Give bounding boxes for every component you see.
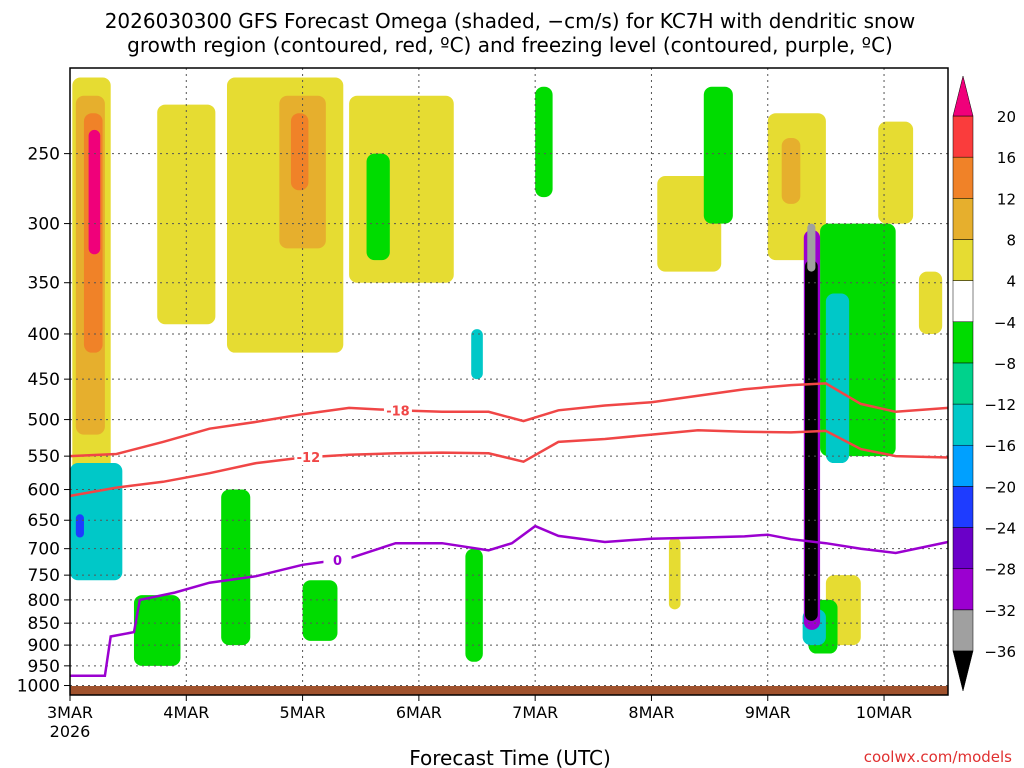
dgz-minus12-line — [69, 428, 949, 498]
omega-shading-layer — [70, 77, 943, 666]
colorbar: 20 16 12 8 4 −4 −8 −12 −16 −20 −24 −28 −32 −36 — [952, 75, 1016, 692]
plot-area: -18 -12 0 — [69, 67, 949, 696]
colorbar-label-12: −32 — [984, 602, 1016, 620]
x-tick-label-9MAR: 9MAR — [745, 703, 791, 722]
grid-layer — [70, 68, 948, 695]
x-axis-label: Forecast Time (UTC) — [409, 746, 611, 768]
omega-d6-gray-cap — [807, 223, 816, 272]
omega-d6-core — [781, 137, 801, 204]
y-tick-label-800: 800 — [28, 591, 60, 611]
colorbar-segment-7 — [952, 321, 974, 364]
omega-d0-green-low — [133, 595, 181, 666]
x-tick-label-6MAR: 6MAR — [396, 703, 442, 722]
colorbar-segment-0 — [952, 609, 974, 652]
colorbar-segment-10 — [952, 198, 974, 240]
omega-d1-green — [221, 489, 251, 646]
x-tick-label-10MAR: 10MAR — [856, 703, 912, 722]
x-axis-year: 2026 — [50, 722, 91, 741]
colorbar-segment-3 — [952, 486, 974, 528]
omega-d4-green — [535, 86, 553, 198]
y-tick-label-250: 250 — [28, 145, 60, 165]
freezing-level-line — [70, 524, 949, 678]
dgz-minus12-label: -12 — [297, 451, 321, 466]
omega-d2-green-upper — [366, 153, 390, 261]
omega-d5-green — [703, 86, 733, 224]
y-tick-label-300: 300 — [28, 215, 60, 235]
dgz-minus18-label: -18 — [386, 404, 410, 419]
colorbar-segment-2 — [952, 527, 974, 569]
omega-d5-low — [668, 537, 681, 610]
colorbar-label-5: −4 — [994, 314, 1016, 332]
colorbar-segment-4 — [952, 444, 974, 487]
y-tick-label-600: 600 — [28, 481, 60, 501]
colorbar-label-9: −20 — [984, 478, 1016, 496]
omega-d2-green — [302, 580, 338, 641]
y-tick-label-500: 500 — [28, 411, 60, 431]
y-axis: 2503003504004505005506006507007508008509… — [17, 145, 70, 697]
omega-d1-upper — [157, 104, 216, 325]
omega-d3-teal — [471, 329, 483, 380]
colorbar-segment-6 — [952, 362, 974, 405]
colorbar-top-arrow — [952, 75, 974, 117]
x-tick-label-5MAR: 5MAR — [280, 703, 326, 722]
omega-d0-blue-low — [75, 514, 84, 538]
y-tick-label-1000: 1000 — [17, 677, 60, 697]
y-tick-label-850: 850 — [28, 614, 60, 634]
x-tick-label-7MAR: 7MAR — [512, 703, 558, 722]
x-tick-label-3MAR: 3MAR — [47, 703, 93, 722]
colorbar-label-10: −24 — [984, 520, 1016, 538]
colorbar-label-13: −36 — [984, 643, 1016, 661]
dgz-minus12-label-bg — [294, 449, 323, 466]
omega-d6-black-col — [804, 260, 818, 621]
colorbar-bottom-arrow — [952, 650, 974, 692]
y-tick-label-550: 550 — [28, 447, 60, 467]
x-axis: 3MAR 4MAR 5MAR 6MAR 7MAR 8MAR 9MAR 10MAR — [47, 695, 912, 722]
omega-d2-peak — [290, 113, 309, 191]
y-tick-label-350: 350 — [28, 274, 60, 294]
omega-d0-max — [88, 129, 101, 255]
colorbar-segment-11 — [952, 156, 974, 199]
plot-frame — [69, 67, 949, 696]
omega-d7-right — [918, 271, 943, 334]
y-tick-label-700: 700 — [28, 540, 60, 560]
omega-d7-upper — [878, 121, 914, 224]
x-tick-label-8MAR: 8MAR — [628, 703, 674, 722]
y-tick-label-750: 750 — [28, 566, 60, 586]
credit-text[interactable]: coolwx.com/models — [864, 748, 1012, 766]
contour-layer: -18 -12 0 — [69, 382, 949, 678]
colorbar-label-1: 16 — [997, 149, 1016, 167]
colorbar-label-11: −28 — [984, 561, 1016, 579]
colorbar-label-8: −16 — [984, 437, 1016, 455]
colorbar-segment-8 — [952, 280, 974, 323]
colorbar-label-7: −12 — [984, 396, 1016, 414]
colorbar-label-0: 20 — [997, 108, 1016, 126]
omega-d3-upper — [349, 95, 454, 283]
colorbar-segment-12 — [952, 115, 974, 158]
y-tick-label-900: 900 — [28, 636, 60, 656]
colorbar-segment-1 — [952, 568, 974, 611]
dgz-minus18-label-bg — [383, 402, 412, 419]
colorbar-segment-9 — [952, 239, 974, 281]
colorbar-segment-5 — [952, 403, 974, 446]
colorbar-label-6: −8 — [994, 355, 1016, 373]
x-tick-label-4MAR: 4MAR — [163, 703, 209, 722]
y-tick-label-950: 950 — [28, 657, 60, 677]
omega-d3-green — [465, 548, 483, 662]
y-tick-label-450: 450 — [28, 370, 60, 390]
chart-title-line2: growth region (contoured, red, ºC) and f… — [127, 33, 893, 57]
terrain-band — [70, 686, 948, 695]
colorbar-label-2: 12 — [997, 190, 1016, 208]
y-tick-label-650: 650 — [28, 511, 60, 531]
dgz-minus18-line — [69, 382, 949, 458]
y-tick-label-400: 400 — [28, 325, 60, 345]
freezing-level-label: 0 — [333, 554, 342, 569]
colorbar-label-4: 4 — [1006, 273, 1016, 291]
omega-d6-teal — [825, 293, 850, 464]
chart-title-line1: 2026030300 GFS Forecast Omega (shaded, −… — [105, 9, 916, 33]
freezing-level-label-bg — [323, 552, 352, 569]
colorbar-label-3: 8 — [1006, 231, 1016, 249]
